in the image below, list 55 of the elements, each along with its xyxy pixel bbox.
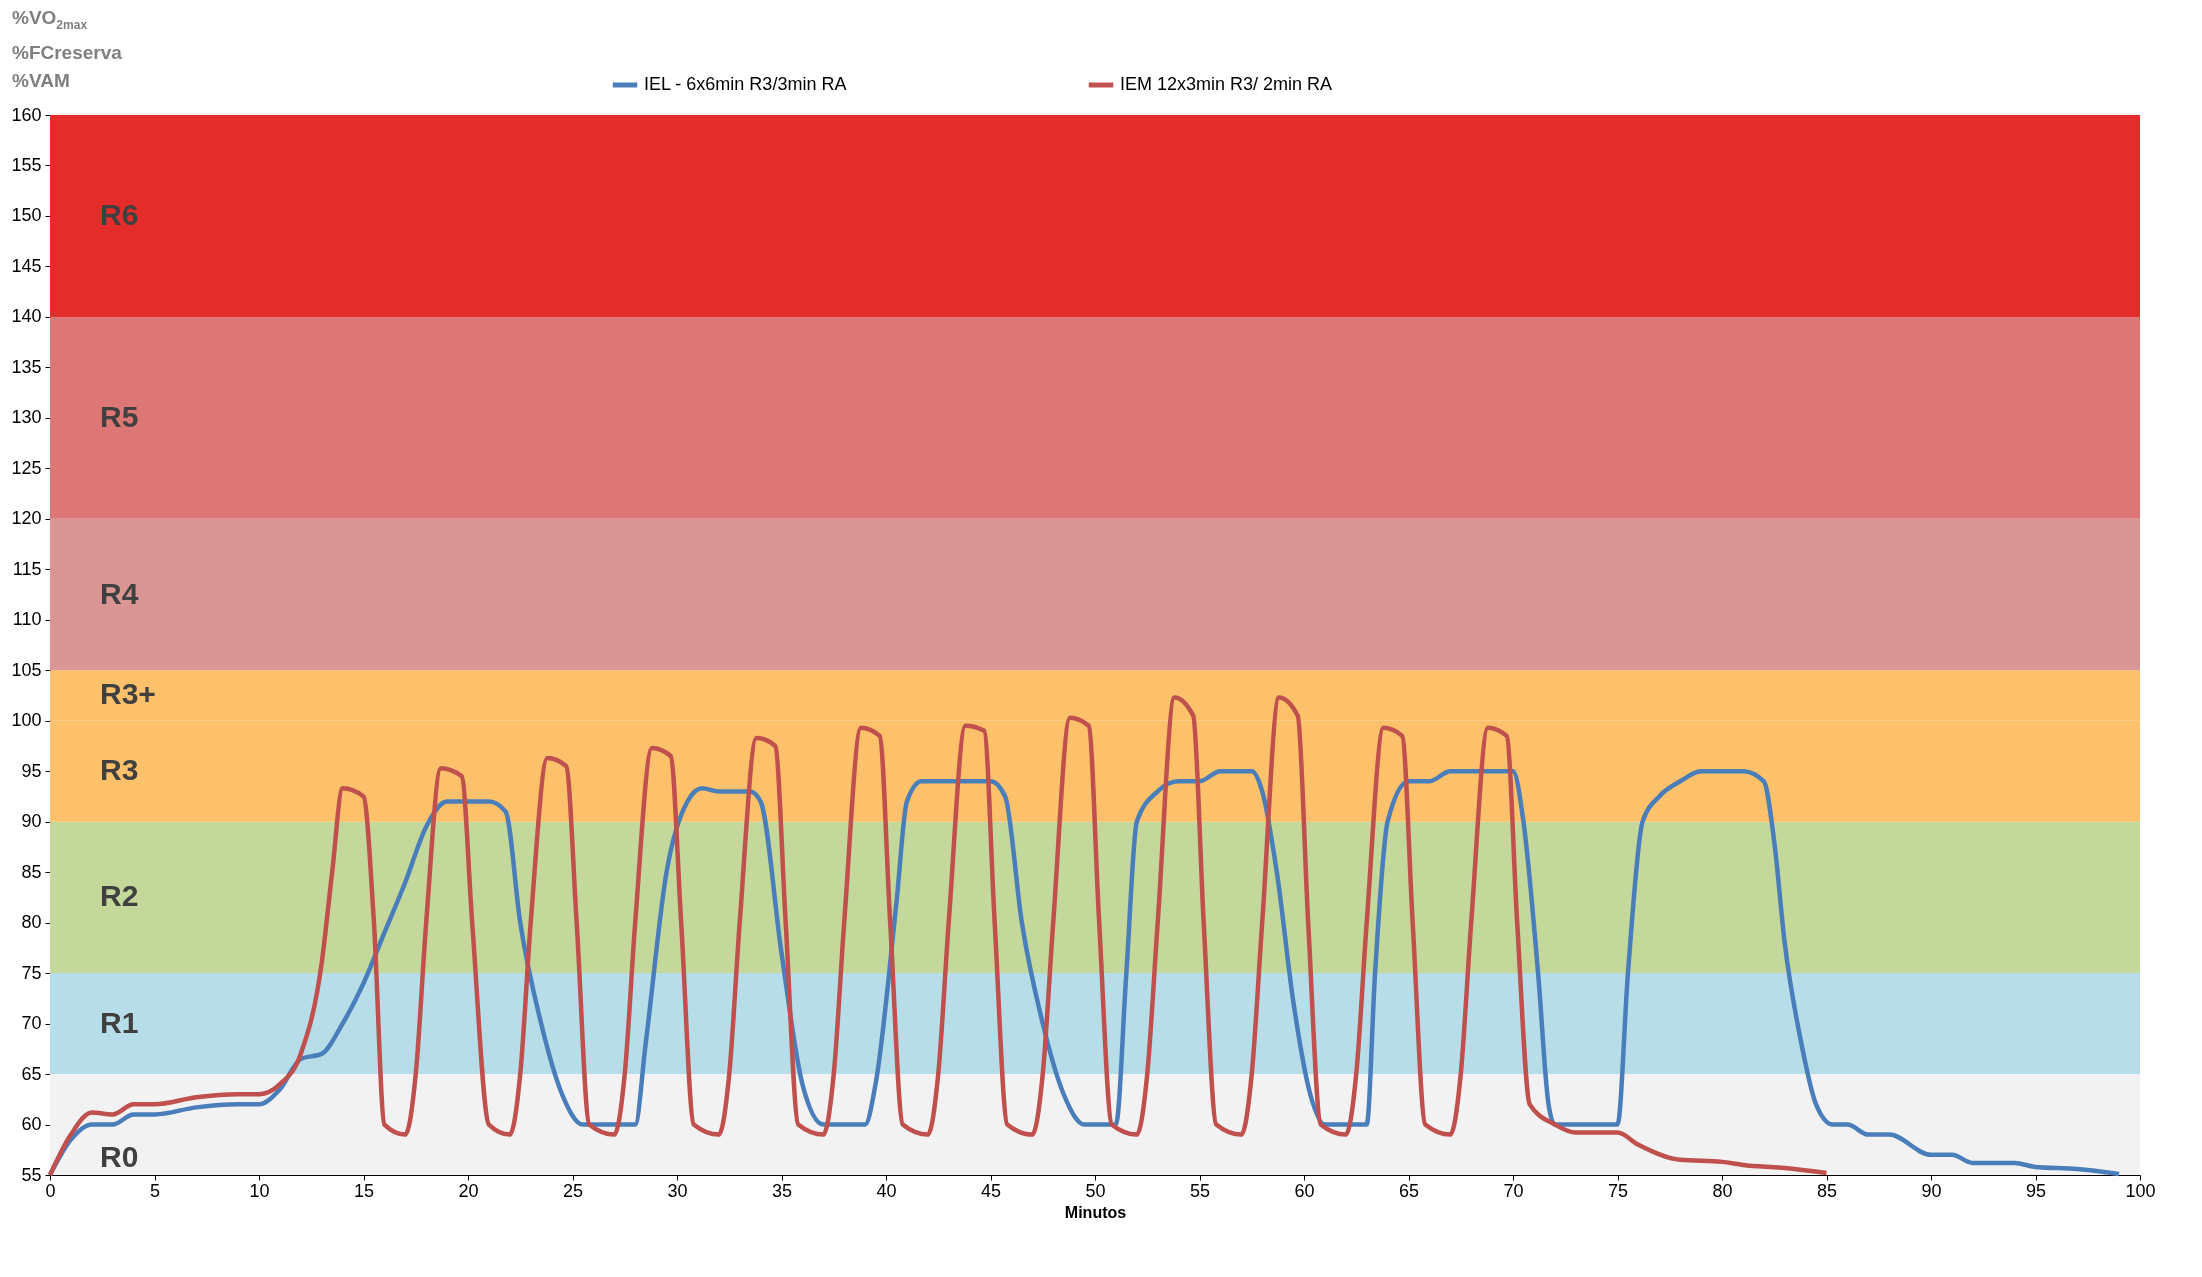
x-tick-label: 15 bbox=[353, 1180, 375, 1201]
y-tick-label: 130 bbox=[11, 407, 42, 428]
y-tick-label: 115 bbox=[12, 558, 42, 579]
band-label: R4 bbox=[100, 576, 139, 610]
x-tick-label: 50 bbox=[1085, 1180, 1106, 1201]
y-tick-label: 125 bbox=[11, 457, 42, 478]
x-tick-label: 90 bbox=[1921, 1180, 1942, 1201]
y-tick-label: 75 bbox=[21, 962, 42, 983]
x-tick-label: 85 bbox=[1816, 1180, 1838, 1201]
y-tick-label: 155 bbox=[11, 154, 42, 175]
y-tick-label: 105 bbox=[11, 659, 42, 680]
y-tick-label: 90 bbox=[21, 811, 42, 832]
x-tick-label: 75 bbox=[1607, 1180, 1629, 1201]
band-label: R0 bbox=[100, 1139, 139, 1173]
x-tick-label: 45 bbox=[980, 1180, 1002, 1201]
y-tick-label: 140 bbox=[11, 306, 42, 327]
x-tick-label: 0 bbox=[45, 1180, 56, 1201]
y-tick-label: 70 bbox=[21, 1013, 42, 1034]
y-tick-label: 150 bbox=[11, 205, 42, 226]
legend-label: IEM 12x3min R3/ 2min RA bbox=[1120, 74, 1333, 94]
band-label: R2 bbox=[100, 879, 139, 913]
y-tick-label: 100 bbox=[11, 710, 42, 731]
x-tick-label: 80 bbox=[1712, 1180, 1733, 1201]
band-label: R1 bbox=[100, 1005, 139, 1039]
x-tick-label: 25 bbox=[562, 1180, 584, 1201]
y-tick-label: 95 bbox=[21, 760, 42, 781]
x-tick-label: 55 bbox=[1189, 1180, 1211, 1201]
y-axis-title: %VO$_{2max}$ %FCreserva %VAM bbox=[12, 6, 122, 93]
y-tick-label: 120 bbox=[11, 508, 42, 529]
x-tick-label: 40 bbox=[876, 1180, 897, 1201]
x-tick-label: 95 bbox=[2025, 1180, 2047, 1201]
x-tick-label: 20 bbox=[458, 1180, 479, 1201]
y-tick-label: 60 bbox=[21, 1114, 42, 1135]
band-label: R5 bbox=[100, 399, 139, 433]
x-tick-label: 65 bbox=[1398, 1180, 1420, 1201]
x-tick-label: 60 bbox=[1294, 1180, 1315, 1201]
x-tick-label: 70 bbox=[1503, 1180, 1524, 1201]
y-tick-label: 145 bbox=[11, 255, 42, 276]
y-tick-label: 135 bbox=[11, 356, 42, 377]
y-tick-label: 85 bbox=[21, 861, 42, 882]
y-tick-label: 160 bbox=[11, 104, 42, 125]
x-tick-label: 30 bbox=[667, 1180, 688, 1201]
x-axis-title: Minutos bbox=[1064, 1203, 1127, 1221]
legend-label: IEL - 6x6min R3/3min RA bbox=[644, 74, 847, 94]
x-tick-label: 5 bbox=[149, 1180, 161, 1201]
y-tick-label: 110 bbox=[12, 609, 42, 630]
x-tick-label: 35 bbox=[771, 1180, 793, 1201]
band-label: R3+ bbox=[100, 677, 156, 711]
y-tick-label: 55 bbox=[21, 1164, 42, 1185]
y-tick-label: 80 bbox=[21, 912, 42, 933]
x-tick-label: 100 bbox=[2125, 1180, 2156, 1201]
y-tick-label: 65 bbox=[21, 1063, 42, 1084]
band-label: R6 bbox=[100, 197, 139, 231]
band-label: R3 bbox=[100, 753, 139, 787]
x-tick-label: 10 bbox=[249, 1180, 270, 1201]
